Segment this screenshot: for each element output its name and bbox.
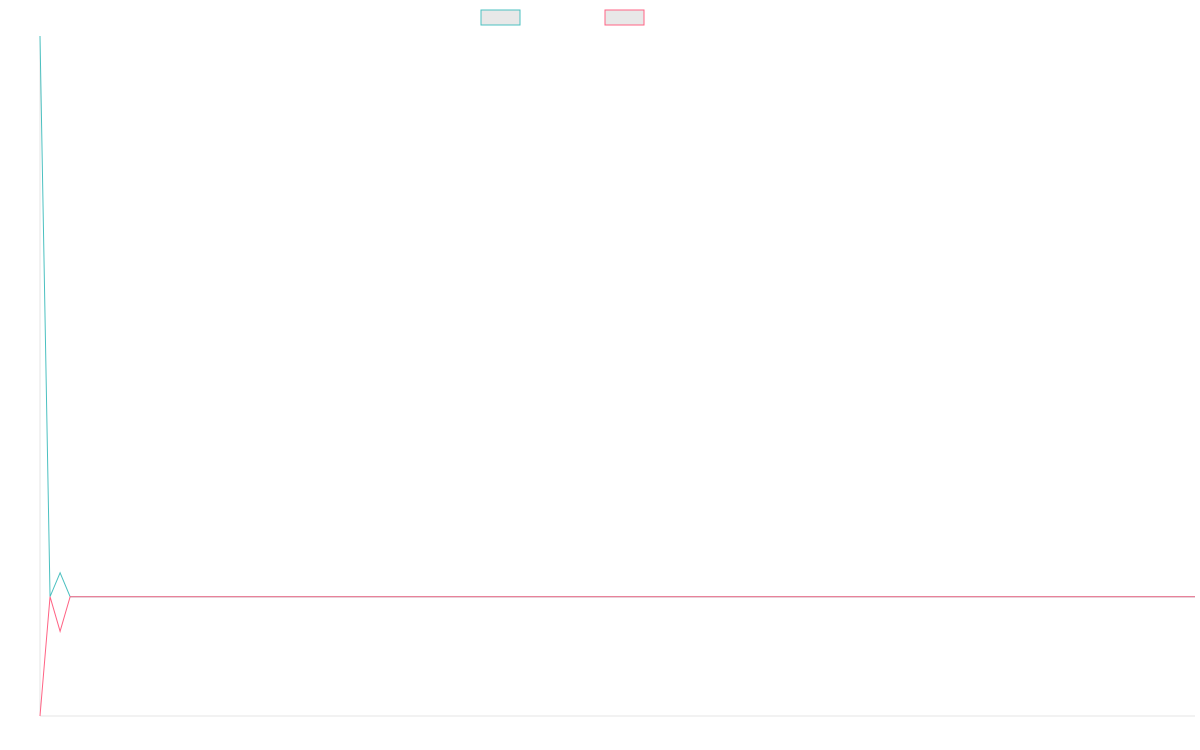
legend-swatch-0 <box>480 9 521 26</box>
series-layer <box>39 35 1195 717</box>
series-line-1 <box>39 596 1195 717</box>
legend-item-0[interactable] <box>480 9 521 26</box>
legend <box>480 9 645 26</box>
legend-swatch-1 <box>604 9 645 26</box>
legend-item-1[interactable] <box>604 9 645 26</box>
series-line-0 <box>39 35 1195 598</box>
axes <box>39 36 1195 717</box>
